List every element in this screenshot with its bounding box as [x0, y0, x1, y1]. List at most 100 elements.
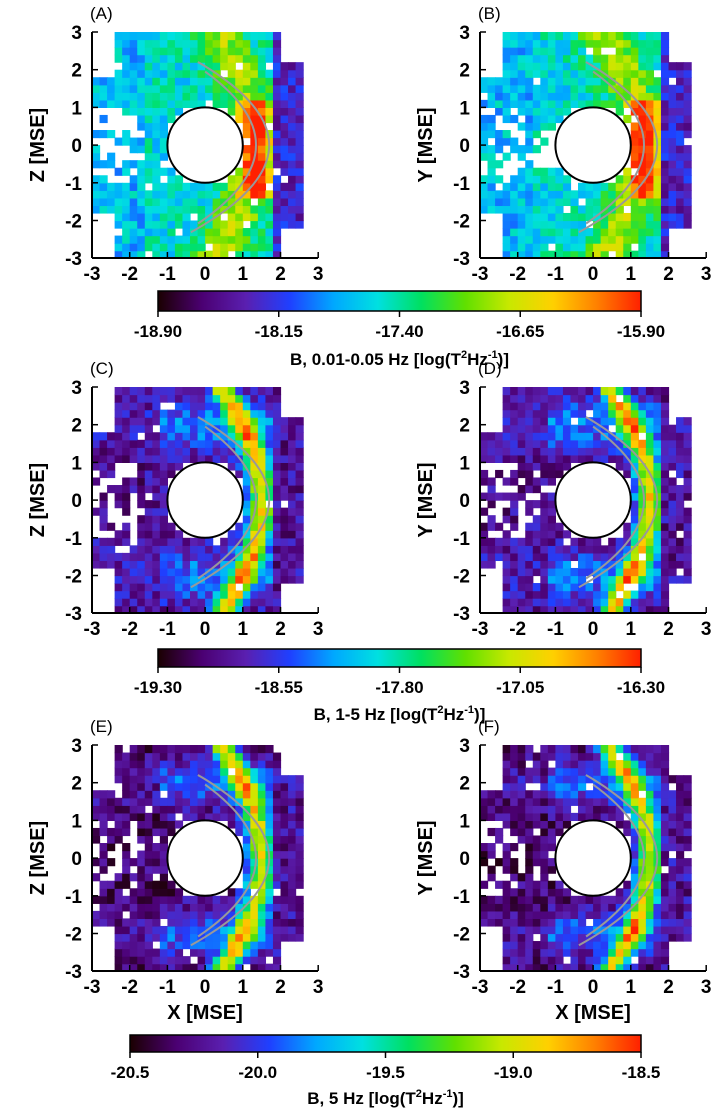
heatmap-cell: [129, 760, 138, 769]
heatmap-cell: [137, 62, 146, 71]
heatmap-cell: [288, 197, 297, 207]
heatmap-cell: [645, 137, 655, 146]
heatmap-cell: [174, 888, 184, 897]
heatmap-cell: [114, 250, 123, 258]
heatmap-cell: [570, 767, 579, 776]
heatmap-cell: [510, 797, 519, 806]
heatmap-cell: [562, 92, 572, 101]
heatmap-cell: [114, 500, 123, 509]
heatmap-cell: [660, 910, 670, 920]
heatmap-cell: [608, 394, 617, 403]
heatmap-cell: [159, 865, 168, 874]
heatmap-cell: [167, 583, 176, 592]
heatmap-cell: [638, 447, 647, 456]
heatmap-cell: [615, 812, 624, 821]
heatmap-cell: [280, 469, 289, 479]
heatmap-cell: [257, 175, 267, 184]
heatmap-cell: [205, 775, 214, 784]
heatmap-cell: [227, 820, 236, 829]
heatmap-cell: [547, 235, 556, 244]
heatmap-cell: [197, 605, 206, 613]
y-tick-label: 3: [459, 736, 470, 757]
heatmap-cell: [220, 39, 229, 48]
heatmap-cell: [159, 250, 168, 258]
heatmap-cell: [137, 805, 146, 814]
heatmap-cell: [517, 190, 526, 199]
heatmap-cell: [532, 567, 541, 577]
heatmap-cell: [532, 228, 541, 237]
heatmap-cell: [532, 84, 541, 93]
heatmap-cell: [630, 598, 639, 607]
heatmap-cell: [638, 69, 647, 78]
heatmap-cell: [167, 175, 176, 184]
heatmap-cell: [593, 545, 602, 554]
heatmap-cell: [205, 84, 214, 93]
heatmap-cell: [555, 790, 564, 799]
heatmap-cell: [495, 797, 504, 806]
heatmap-cell: [517, 432, 526, 441]
heatmap-cell: [510, 910, 519, 920]
heatmap-cell: [562, 752, 572, 761]
heatmap-cell: [653, 567, 662, 577]
heatmap-cell: [480, 205, 489, 214]
heatmap-cell: [227, 439, 236, 448]
heatmap-cell: [152, 432, 161, 441]
heatmap-cell: [190, 963, 199, 971]
heatmap-cell: [683, 160, 692, 169]
heatmap-cell: [197, 432, 206, 441]
heatmap-cell: [660, 827, 670, 837]
heatmap-cell: [242, 122, 251, 131]
heatmap-cell: [167, 590, 176, 599]
heatmap-cell: [510, 775, 519, 784]
heatmap-cell: [257, 560, 267, 569]
heatmap-cell: [668, 500, 677, 509]
y-axis-title: Z [MSE]: [27, 821, 49, 895]
heatmap-cell: [205, 205, 214, 214]
heatmap-cell: [570, 745, 579, 754]
heatmap-cell: [144, 84, 153, 93]
heatmap-cell: [99, 182, 108, 191]
heatmap-cell: [159, 903, 168, 912]
heatmap-cell: [645, 760, 655, 769]
heatmap-cell: [480, 432, 489, 441]
heatmap-cell: [129, 454, 138, 463]
heatmap-cell: [487, 500, 496, 509]
heatmap-cell: [242, 775, 251, 784]
heatmap-cell: [99, 454, 108, 463]
heatmap-cell: [265, 243, 274, 252]
x-tick-label: -2: [121, 619, 138, 640]
heatmap-cell: [547, 895, 556, 904]
heatmap-cell: [630, 560, 639, 569]
heatmap-cell: [265, 114, 274, 124]
heatmap-cell: [190, 228, 199, 237]
heatmap-cell: [212, 605, 221, 613]
heatmap-cell: [190, 439, 199, 448]
heatmap-cell: [288, 62, 297, 71]
heatmap-cell: [190, 552, 199, 562]
heatmap-cell: [562, 895, 572, 904]
heatmap-cell: [502, 417, 511, 426]
heatmap-cell: [683, 182, 692, 191]
heatmap-cell: [295, 205, 304, 214]
heatmap-cell: [638, 402, 647, 411]
heatmap-cell: [107, 812, 116, 821]
heatmap-cell: [152, 439, 161, 448]
heatmap-cell: [129, 775, 138, 784]
heatmap-cell: [660, 220, 670, 229]
heatmap-cell: [272, 948, 282, 957]
heatmap-cell: [220, 567, 229, 577]
heatmap-cell: [242, 130, 251, 139]
heatmap-cell: [288, 797, 297, 806]
heatmap-cell: [660, 182, 670, 191]
y-tick-label: 3: [71, 378, 82, 399]
heatmap-cell: [99, 205, 108, 214]
heatmap-cell: [92, 835, 101, 844]
heatmap-cell: [122, 250, 131, 258]
heatmap-cell: [532, 590, 541, 599]
heatmap-cell: [257, 250, 267, 258]
heatmap-cell: [510, 182, 519, 191]
heatmap-cell: [197, 575, 206, 584]
heatmap-cell: [668, 69, 677, 78]
heatmap-cell: [220, 92, 229, 101]
heatmap-cell: [510, 827, 519, 837]
